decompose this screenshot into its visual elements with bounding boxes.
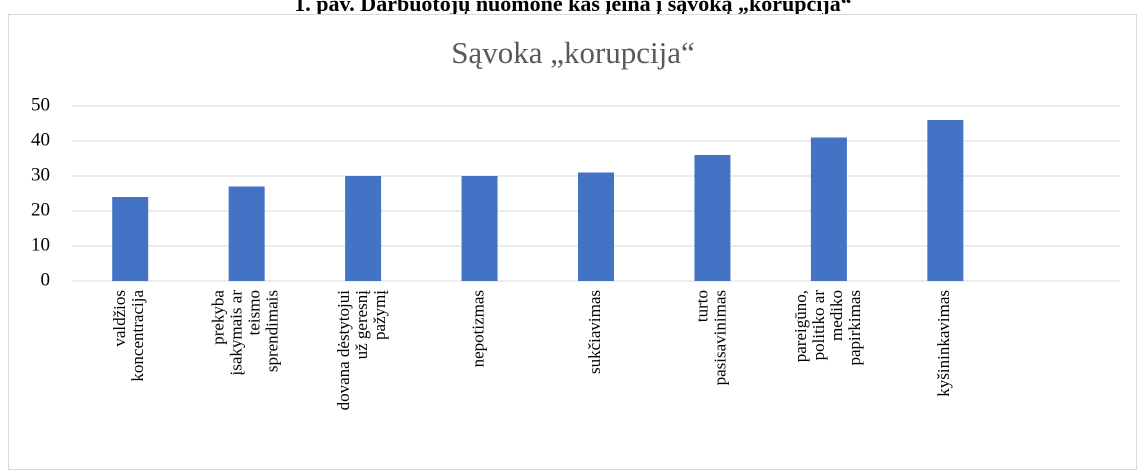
x-tick-label: dovana dėstytojui	[334, 290, 353, 411]
chart-frame	[8, 14, 1137, 470]
x-tick-label: pareigūno,	[791, 290, 810, 362]
x-tick-label: už geresnį	[352, 290, 371, 360]
y-tick-label: 20	[31, 199, 50, 220]
bar	[112, 197, 149, 281]
x-tick-label: kyšininkavimas	[934, 290, 953, 397]
bar	[578, 172, 614, 281]
y-tick-label: 10	[31, 234, 50, 255]
bar	[810, 137, 847, 281]
bar	[228, 186, 265, 281]
y-tick-label: 50	[31, 94, 50, 115]
y-tick-label: 30	[31, 164, 50, 185]
bar	[927, 120, 964, 281]
y-tick-label: 0	[41, 269, 51, 290]
x-tick-label: sukčiavimas	[585, 290, 604, 374]
x-tick-label: koncentracija	[128, 290, 147, 382]
x-tick-label: politiko ar	[809, 290, 828, 361]
bar	[461, 176, 498, 281]
y-tick-label: 40	[31, 129, 50, 150]
x-tick-label: papirkimas	[845, 290, 864, 366]
x-tick-label: įsakymais ar	[227, 290, 246, 376]
x-tick-label: mediko	[827, 290, 846, 341]
bar	[345, 176, 382, 281]
x-tick-label: pasisavinimas	[710, 290, 729, 385]
x-tick-label: turto	[692, 290, 711, 322]
bar	[694, 155, 731, 281]
chart-title: Sąvoka „korupcija“	[451, 35, 695, 70]
x-tick-label: pažymį	[370, 290, 389, 340]
x-tick-label: valdžios	[110, 290, 129, 347]
x-tick-label: teismo	[245, 290, 264, 335]
caption: 1. pav. Darbuotojų nuomonė kas įeina į s…	[294, 0, 851, 16]
x-tick-label: nepotizmas	[468, 290, 487, 367]
x-tick-label: sprendimais	[263, 290, 282, 372]
x-tick-label: prekyba	[209, 290, 228, 345]
